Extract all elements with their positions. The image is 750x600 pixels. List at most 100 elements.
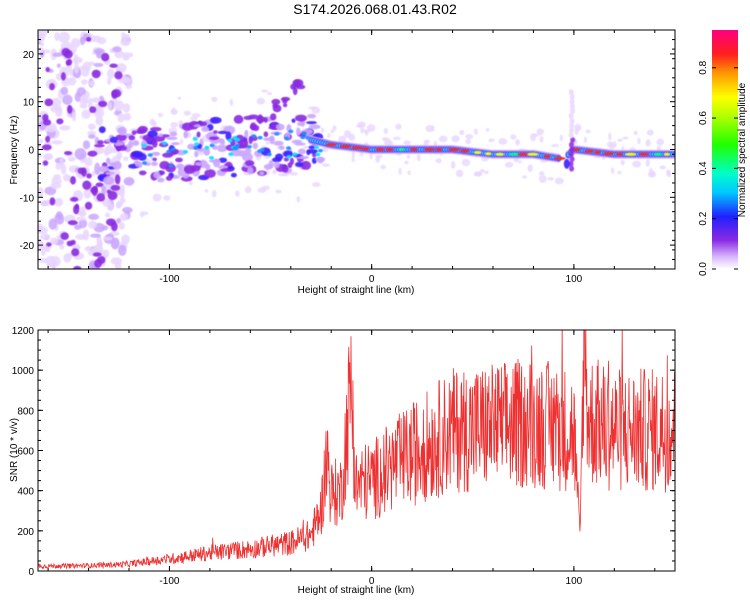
y-tick-label: 20 <box>23 50 35 61</box>
spectral-blob <box>211 189 217 198</box>
spectral-blob <box>210 116 222 124</box>
spectral-blob <box>67 156 76 162</box>
y-tick-label: 200 <box>17 527 34 538</box>
spectral-blob <box>234 190 240 197</box>
spectral-blob <box>88 213 100 220</box>
spectral-blob <box>42 160 49 166</box>
spectral-blob <box>508 152 521 156</box>
spectral-blob <box>315 152 321 157</box>
spectral-blob <box>297 148 306 155</box>
spectral-blob <box>82 180 92 190</box>
snr-line <box>38 330 675 570</box>
spectral-blob <box>270 113 277 121</box>
spectral-blob <box>495 152 505 156</box>
spectral-blob <box>93 185 98 191</box>
spectral-blob <box>233 146 239 150</box>
spectral-blob <box>568 132 574 139</box>
spectral-blob <box>308 145 316 150</box>
spectral-blob <box>188 180 193 186</box>
spectral-blob <box>213 130 218 134</box>
spectral-blob <box>624 152 637 156</box>
spectral-blob <box>465 133 474 140</box>
spectral-blob <box>166 136 178 141</box>
spectral-blob <box>117 145 127 151</box>
spectral-blob <box>111 90 118 99</box>
spectral-blob <box>275 153 284 161</box>
spectral-blob <box>67 77 77 86</box>
y-tick-label: 800 <box>17 406 34 417</box>
spectral-blob <box>395 123 402 130</box>
spectral-blob <box>208 136 220 141</box>
spectral-blob <box>88 220 98 229</box>
spectral-blob <box>197 150 205 156</box>
spectral-blob <box>45 66 50 73</box>
spectral-blob <box>118 244 127 256</box>
spectral-blob <box>265 141 271 145</box>
spectral-blob <box>110 257 123 265</box>
spectral-blob <box>244 186 252 194</box>
spectral-blob <box>292 86 298 96</box>
spectral-blob <box>606 141 614 148</box>
spectral-blob <box>539 135 544 143</box>
spectral-blob <box>243 115 253 121</box>
spectral-blob <box>170 122 179 128</box>
spectral-blob <box>170 147 176 152</box>
spectral-blob <box>49 237 59 245</box>
spectral-blob <box>569 146 575 153</box>
spectral-blob <box>43 155 53 160</box>
spectral-blob <box>107 102 113 110</box>
spectral-blob <box>217 165 229 170</box>
snr-x-label: Height of straight line (km) <box>298 585 415 596</box>
spectral-blob <box>569 117 575 124</box>
spectral-blob <box>86 36 92 42</box>
spectral-blob <box>103 236 113 241</box>
spectral-blob <box>60 72 66 81</box>
spectral-blob <box>73 204 80 215</box>
spectral-blob <box>498 138 508 145</box>
spectral-blob <box>332 125 337 131</box>
spectral-blob <box>39 233 51 240</box>
spectral-blob <box>125 83 132 90</box>
spectral-blob <box>98 126 106 134</box>
spectral-blob <box>403 140 411 145</box>
spectral-blob <box>273 140 284 146</box>
spectral-blob <box>114 174 121 185</box>
spectral-blob <box>80 79 88 85</box>
spectral-blob <box>169 131 178 137</box>
spectral-blob <box>74 62 80 74</box>
spectral-blob <box>157 177 165 183</box>
spectral-blob <box>82 229 90 241</box>
spectral-blob <box>70 176 77 185</box>
spectral-blob <box>66 104 73 114</box>
spectral-blob <box>663 152 670 156</box>
spectral-blob <box>81 167 87 177</box>
x-tick-label: -100 <box>159 274 179 285</box>
spectral-blob <box>97 165 110 173</box>
spectral-blob <box>218 157 228 163</box>
spectral-blob <box>645 138 651 147</box>
spectral-blob <box>364 130 369 136</box>
spectral-blob <box>620 159 625 166</box>
spectral-blob <box>94 258 103 268</box>
spectral-blob <box>42 119 52 126</box>
spectral-blob <box>238 139 249 148</box>
spectral-blob <box>112 46 122 53</box>
spectral-blob <box>147 153 153 157</box>
spectral-blob <box>201 126 210 132</box>
spectral-blob <box>510 134 517 140</box>
spectral-blob <box>106 68 115 79</box>
spectral-blob <box>608 132 612 141</box>
spectral-blob <box>142 161 148 165</box>
spectral-blob <box>51 140 63 145</box>
spectral-blob <box>123 156 129 162</box>
spectral-blob <box>484 170 489 175</box>
spectral-blob <box>183 110 192 116</box>
spectral-blob <box>73 54 79 65</box>
spectral-blob <box>128 135 136 141</box>
spectral-blob <box>317 156 324 164</box>
spectral-blob <box>86 173 92 179</box>
spectral-blob <box>308 124 321 130</box>
spectral-blob <box>388 140 394 147</box>
spectral-blob <box>479 168 485 174</box>
spectral-blob <box>93 62 104 68</box>
